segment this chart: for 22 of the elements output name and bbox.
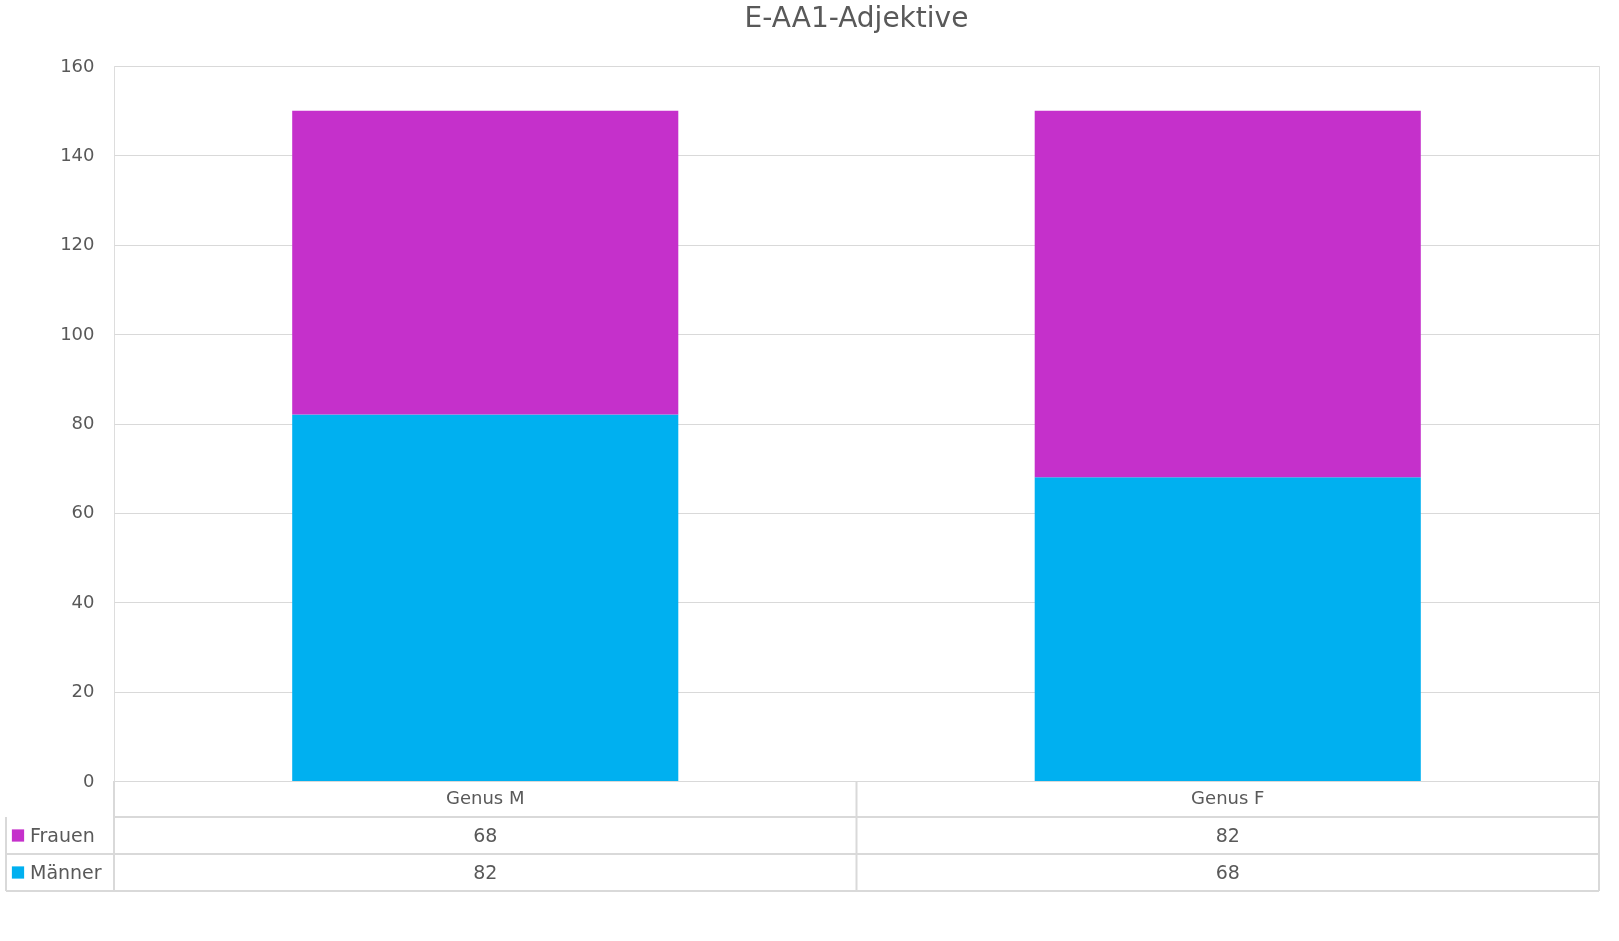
- y-tick-label: 40: [71, 590, 95, 612]
- x-tick-label: Genus M: [446, 786, 525, 808]
- bar: [292, 110, 679, 415]
- legend-label: Frauen: [30, 823, 95, 846]
- x-tick-label: Genus F: [1191, 786, 1265, 808]
- data-label: 82: [473, 860, 498, 883]
- y-tick-label: 0: [83, 769, 95, 791]
- y-tick-label: 80: [71, 412, 95, 433]
- y-tick-label: 20: [71, 680, 95, 702]
- data-label: 68: [1215, 860, 1240, 883]
- data-label: 82: [1215, 823, 1240, 846]
- legend-label: Männer: [30, 860, 102, 883]
- chart-title: E-AA1-Adjektive: [744, 1, 969, 34]
- y-tick-label: 140: [60, 143, 95, 165]
- y-tick-label: 60: [71, 501, 95, 523]
- y-tick-label: 100: [60, 322, 95, 344]
- data-label: 68: [473, 823, 498, 846]
- y-tick-label: 160: [60, 54, 95, 76]
- y-tick-label: 120: [60, 233, 95, 255]
- bar: [1034, 110, 1421, 478]
- bar: [1034, 477, 1421, 781]
- bar: [292, 414, 679, 781]
